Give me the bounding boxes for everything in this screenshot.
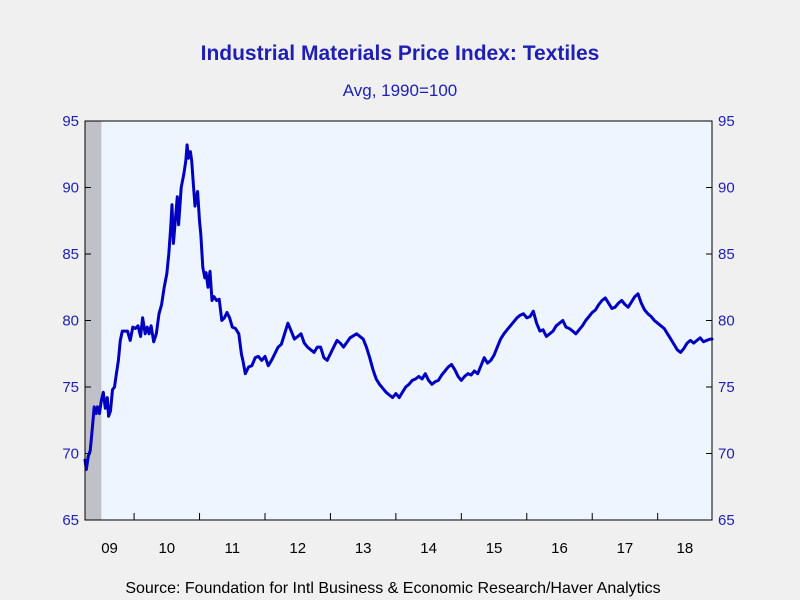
x-tick-label: 18 [676,540,693,557]
chart-subtitle: Avg, 1990=100 [343,81,458,100]
y-tick-label-right: 65 [718,512,735,529]
x-tick-label: 15 [486,540,503,557]
y-tick-label-right: 80 [718,313,735,330]
series-group [83,143,714,471]
y-tick-label-left: 90 [62,180,79,197]
y-tick-label-left: 95 [62,113,79,130]
chart-title: Industrial Materials Price Index: Textil… [201,42,600,65]
y-tick-label-right: 70 [718,446,735,463]
x-axis: 09 10 11 12 13 14 15 16 17 18 [101,513,693,557]
plot-area [84,120,713,521]
y-tick-label-left: 80 [62,313,79,330]
series-line-0 [83,143,714,471]
y-tick-label-right: 75 [718,379,735,396]
y-axis-left: 65 70 75 80 85 90 95 [62,113,91,529]
y-tick-label-left: 65 [62,512,79,529]
y-tick-label-left: 70 [62,446,79,463]
x-tick-label: 14 [420,540,437,557]
plot-frame [84,120,713,521]
y-tick-label-right: 90 [718,180,735,197]
source-note: Source: Foundation for Intl Business & E… [125,580,660,597]
y-axis-right: 65 70 75 80 85 90 95 [706,113,735,529]
y-tick-label-left: 75 [62,379,79,396]
x-tick-label: 13 [355,540,372,557]
y-tick-label-right: 95 [718,113,735,130]
x-tick-label: 11 [224,540,240,557]
recession-shade [85,121,102,520]
x-tick-label: 09 [101,540,118,557]
x-tick-label: 12 [289,540,306,557]
x-tick-label: 17 [617,540,634,557]
y-tick-label-left: 85 [62,246,79,263]
x-tick-label: 10 [158,540,175,557]
x-tick-label: 16 [551,540,568,557]
y-tick-label-right: 85 [718,246,735,263]
